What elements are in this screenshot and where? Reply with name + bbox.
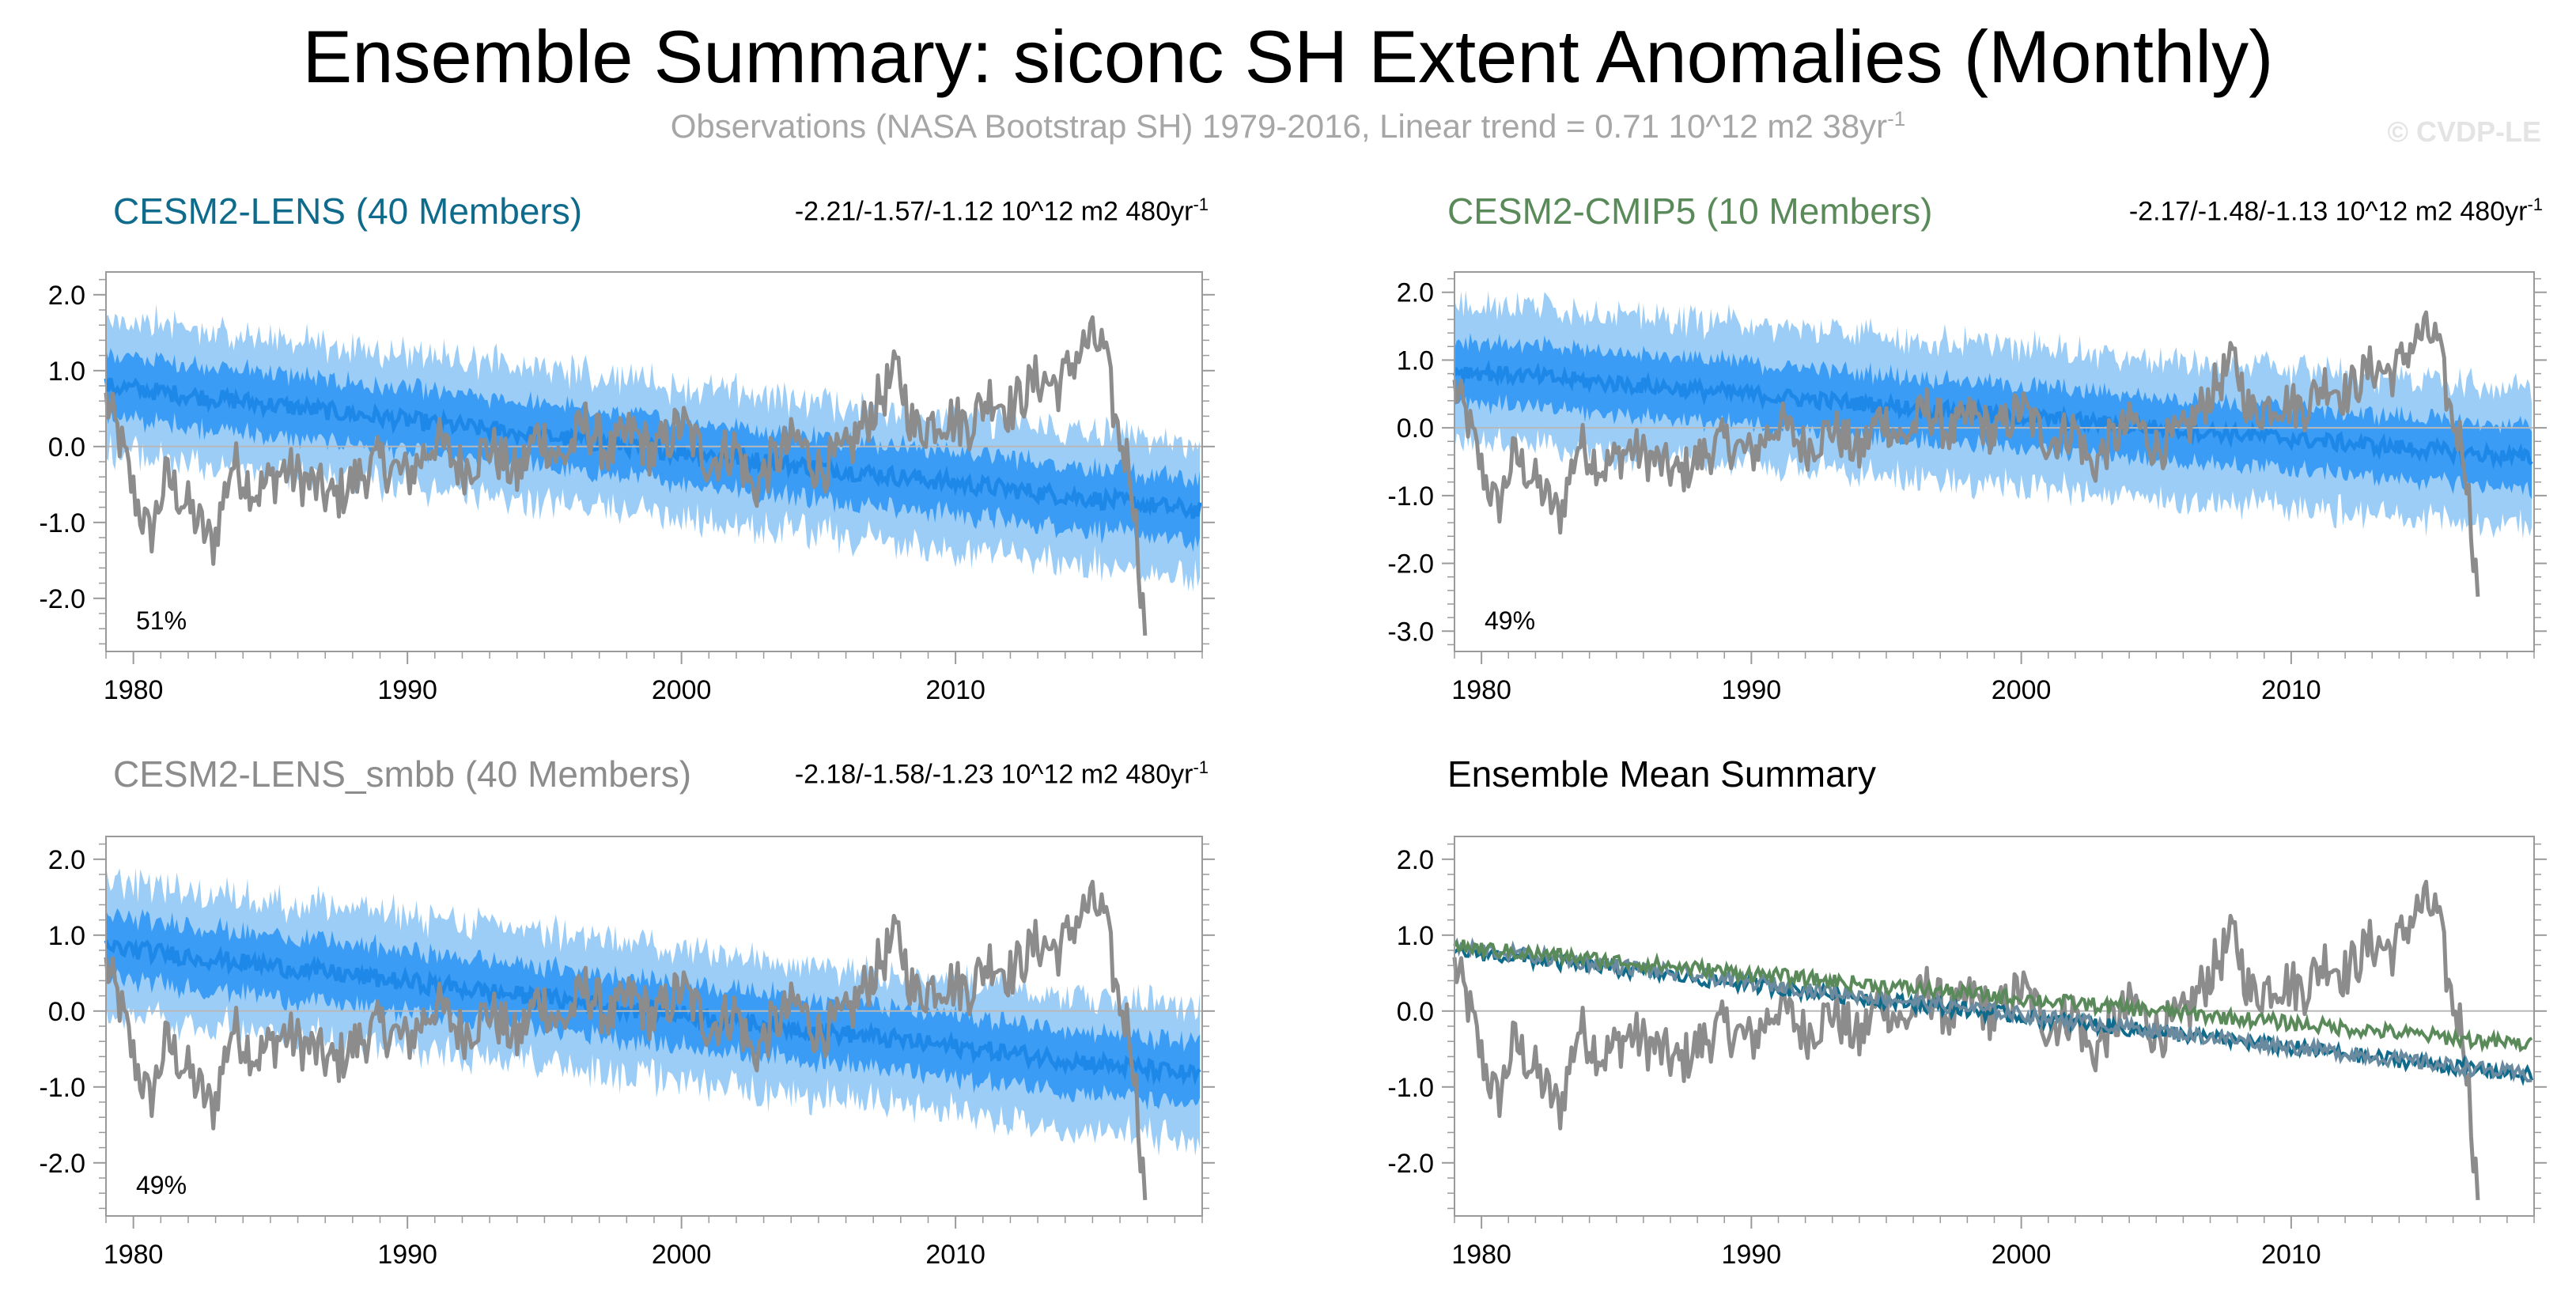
y-tick-label: 2.0 [48, 845, 85, 875]
percent-annotation: 51% [136, 606, 187, 635]
panel-stats-lens-text: -2.21/-1.57/-1.12 10^12 m2 480yr [794, 196, 1193, 227]
y-tick-label: -2.0 [39, 1149, 85, 1179]
panel-stats-lens: -2.21/-1.57/-1.12 10^12 m2 480yr-1 [795, 194, 1209, 227]
y-tick-label: 0.0 [1397, 997, 1434, 1027]
panel-stats-lens-sup: -1 [1193, 194, 1209, 214]
y-tick-label: 1.0 [48, 357, 85, 387]
x-tick-label: 2010 [2261, 675, 2321, 705]
y-tick-label: -1.0 [1387, 1073, 1434, 1103]
y-tick-label: -1.0 [39, 1073, 85, 1103]
watermark: © CVDP-LE [2387, 115, 2541, 148]
x-tick-label: 2000 [1992, 675, 2052, 705]
summary-line-cmip5 [1453, 938, 2533, 1053]
x-tick-label: 1980 [1451, 1240, 1511, 1270]
y-tick-label: -3.0 [1387, 617, 1434, 647]
panel-lens: 2.0 1.0 0.0 -1.0 -2.0 1980 1990 2000 2010 51% [39, 271, 1215, 705]
panel-smbb: 2.0 1.0 0.0 -1.0 -2.0 1980 1990 2000 2010 49% [39, 836, 1215, 1270]
y-tick-label: -2.0 [1387, 549, 1434, 580]
x-tick-label: 2010 [2261, 1240, 2321, 1270]
y-tick-label: -2.0 [1387, 1149, 1434, 1179]
y-tick-label: 2.0 [1397, 278, 1434, 308]
x-tick-label: 1990 [377, 1240, 437, 1270]
y-tick-label: 1.0 [1397, 921, 1434, 951]
panel-stats-smbb-sup: -1 [1193, 757, 1209, 777]
y-tick-label: 0.0 [48, 997, 85, 1027]
panel-title-smbb: CESM2-LENS_smbb (40 Members) [113, 753, 692, 795]
x-tick-label: 1990 [377, 675, 437, 705]
x-tick-label: 2000 [1992, 1240, 2052, 1270]
panel-stats-cmip5: -2.17/-1.48/-1.13 10^12 m2 480yr-1 [2129, 194, 2543, 227]
x-tick-label: 2000 [652, 675, 712, 705]
x-tick-label: 1990 [1722, 675, 1782, 705]
percent-annotation: 49% [136, 1171, 187, 1199]
x-tick-label: 2000 [652, 1240, 712, 1270]
y-tick-label: 0.0 [1397, 413, 1434, 444]
x-tick-label: 1980 [1451, 675, 1511, 705]
y-tick-label: -1.0 [1387, 481, 1434, 512]
y-tick-label: 2.0 [48, 281, 85, 311]
ensemble-mean-line [104, 938, 1201, 1086]
x-tick-label: 2010 [925, 675, 985, 705]
x-tick-label: 1980 [104, 1240, 164, 1270]
y-tick-label: 2.0 [1397, 845, 1434, 875]
subtitle: Observations (NASA Bootstrap SH) 1979-20… [0, 107, 2576, 145]
panel-summary: 2.0 1.0 0.0 -1.0 -2.0 1980 1990 2000 2010 [1387, 836, 2547, 1270]
y-tick-label: -1.0 [39, 508, 85, 538]
observations-line [1452, 310, 2480, 597]
y-tick-label: 1.0 [48, 921, 85, 951]
subtitle-superscript: -1 [1887, 107, 1906, 130]
observations-line [104, 879, 1148, 1201]
x-tick-label: 1980 [104, 675, 164, 705]
y-tick-label: -2.0 [39, 584, 85, 614]
y-tick-label: 0.0 [48, 432, 85, 463]
panel-cmip5: 2.0 1.0 0.0 -1.0 -2.0 -3.0 1980 1990 2000 2010 49% [1387, 271, 2547, 705]
panel-stats-smbb-text: -2.18/-1.58/-1.23 10^12 m2 480yr [794, 759, 1193, 790]
observations-line [1452, 879, 2480, 1201]
x-tick-label: 2010 [925, 1240, 985, 1270]
subtitle-text: Observations (NASA Bootstrap SH) 1979-20… [670, 108, 1888, 145]
panel-stats-cmip5-sup: -1 [2527, 194, 2543, 214]
panel-title-summary: Ensemble Mean Summary [1447, 753, 1876, 795]
ensemble-mean-line [1452, 359, 2533, 470]
y-tick-label: 1.0 [1397, 345, 1434, 376]
panel-title-lens: CESM2-LENS (40 Members) [113, 191, 583, 232]
observations-line [104, 315, 1148, 636]
panel-stats-smbb: -2.18/-1.58/-1.23 10^12 m2 480yr-1 [795, 757, 1209, 790]
panel-title-cmip5: CESM2-CMIP5 (10 Members) [1447, 191, 1933, 232]
x-tick-label: 1990 [1722, 1240, 1782, 1270]
main-title: Ensemble Summary: siconc SH Extent Anoma… [302, 15, 2274, 98]
percent-annotation: 49% [1485, 606, 1535, 635]
panel-stats-cmip5-text: -2.17/-1.48/-1.13 10^12 m2 480yr [2128, 196, 2528, 227]
